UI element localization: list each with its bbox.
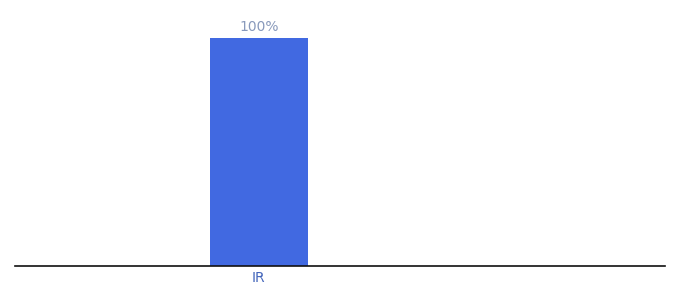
Text: 100%: 100% [239, 20, 279, 34]
Bar [210, 38, 307, 266]
